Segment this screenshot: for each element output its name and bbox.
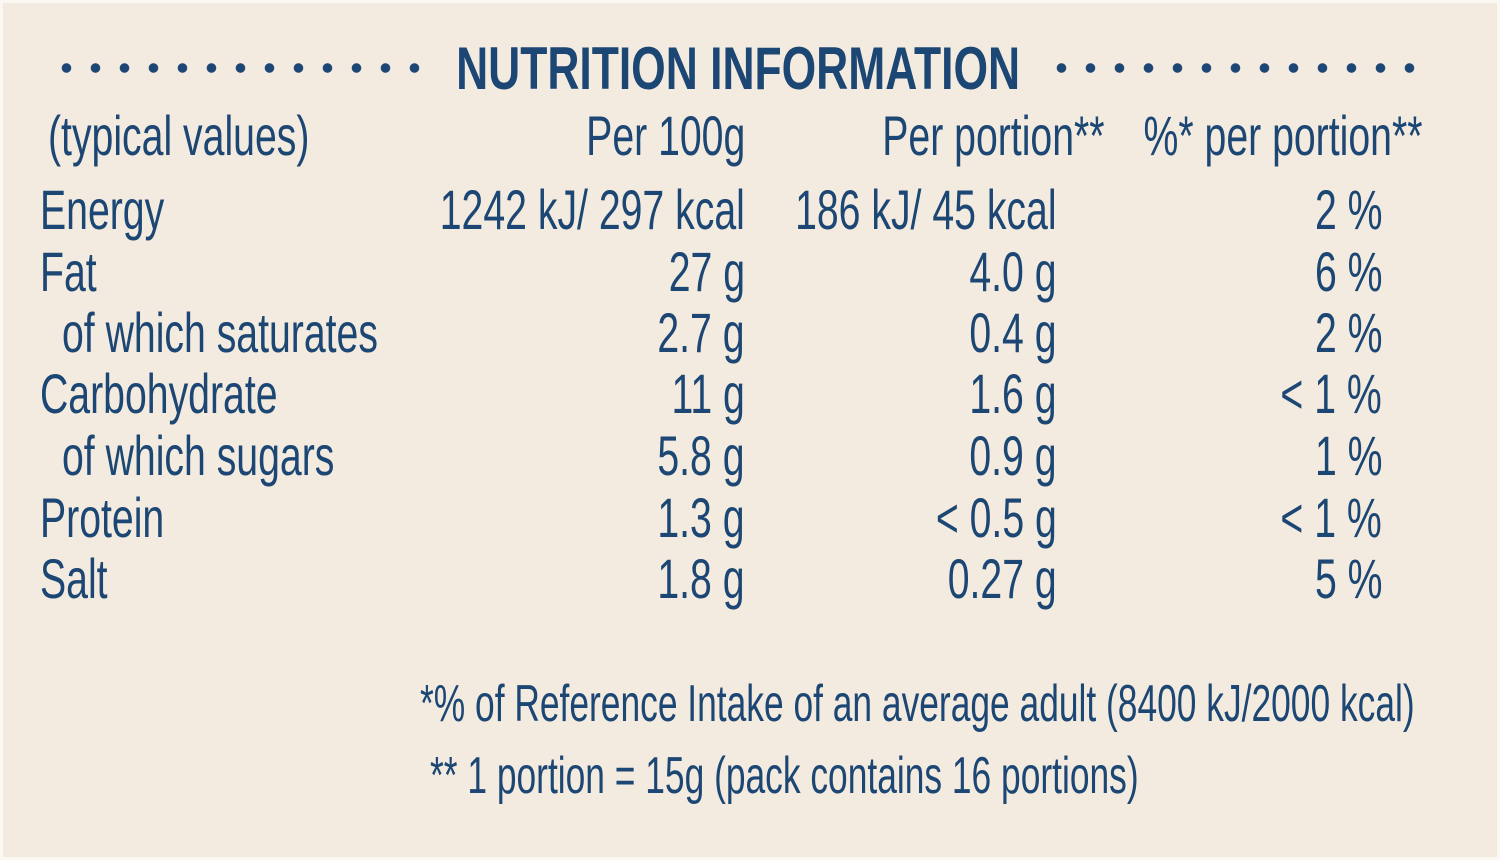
header-percent-ri: %* per portion** — [1143, 104, 1422, 167]
row-sugars-ri: 1 % — [1314, 424, 1382, 487]
header-typical-values: (typical values) — [48, 104, 310, 167]
title-row: NUTRITION INFORMATION — [48, 28, 1429, 108]
row-protein-portion: < 0.5 g — [936, 486, 1057, 549]
row-label-saturates: of which saturates — [62, 301, 378, 364]
right-dot-rule — [1043, 61, 1429, 75]
row-fat-per100: 27 g — [668, 240, 745, 303]
row-salt-ri: 5 % — [1314, 547, 1382, 610]
row-sugars-per100: 5.8 g — [657, 424, 745, 487]
row-fat-portion: 4.0 g — [969, 240, 1057, 303]
row-label-carbohydrate: Carbohydrate — [40, 362, 278, 425]
row-salt-portion: 0.27 g — [948, 547, 1057, 610]
row-energy-per100: 1242 kJ/ 297 kcal — [439, 178, 745, 241]
row-saturates-ri: 2 % — [1314, 301, 1382, 364]
row-carbohydrate-ri: < 1 % — [1280, 362, 1382, 425]
header-per-100g: Per 100g — [585, 104, 745, 167]
row-energy-ri: 2 % — [1314, 178, 1382, 241]
row-label-fat: Fat — [40, 240, 97, 303]
row-carbohydrate-per100: 11 g — [671, 362, 745, 425]
row-energy-portion: 186 kJ/ 45 kcal — [795, 178, 1057, 241]
row-fat-ri: 6 % — [1314, 240, 1382, 303]
row-protein-ri: < 1 % — [1280, 486, 1382, 549]
header-per-portion: Per portion** — [882, 104, 1105, 167]
row-salt-per100: 1.8 g — [657, 547, 745, 610]
row-saturates-portion: 0.4 g — [969, 301, 1057, 364]
left-dot-rule — [48, 61, 433, 75]
page-title: NUTRITION INFORMATION — [456, 34, 1020, 102]
row-label-sugars: of which sugars — [62, 424, 335, 487]
footnote-reference-intake: *% of Reference Intake of an average adu… — [420, 675, 1415, 733]
row-saturates-per100: 2.7 g — [657, 301, 745, 364]
row-label-energy: Energy — [40, 178, 165, 241]
row-label-protein: Protein — [40, 486, 165, 549]
row-sugars-portion: 0.9 g — [969, 424, 1057, 487]
row-carbohydrate-portion: 1.6 g — [969, 362, 1057, 425]
footnote-portion-size: ** 1 portion = 15g (pack contains 16 por… — [430, 747, 1139, 805]
row-label-salt: Salt — [40, 547, 108, 610]
row-protein-per100: 1.3 g — [657, 486, 745, 549]
